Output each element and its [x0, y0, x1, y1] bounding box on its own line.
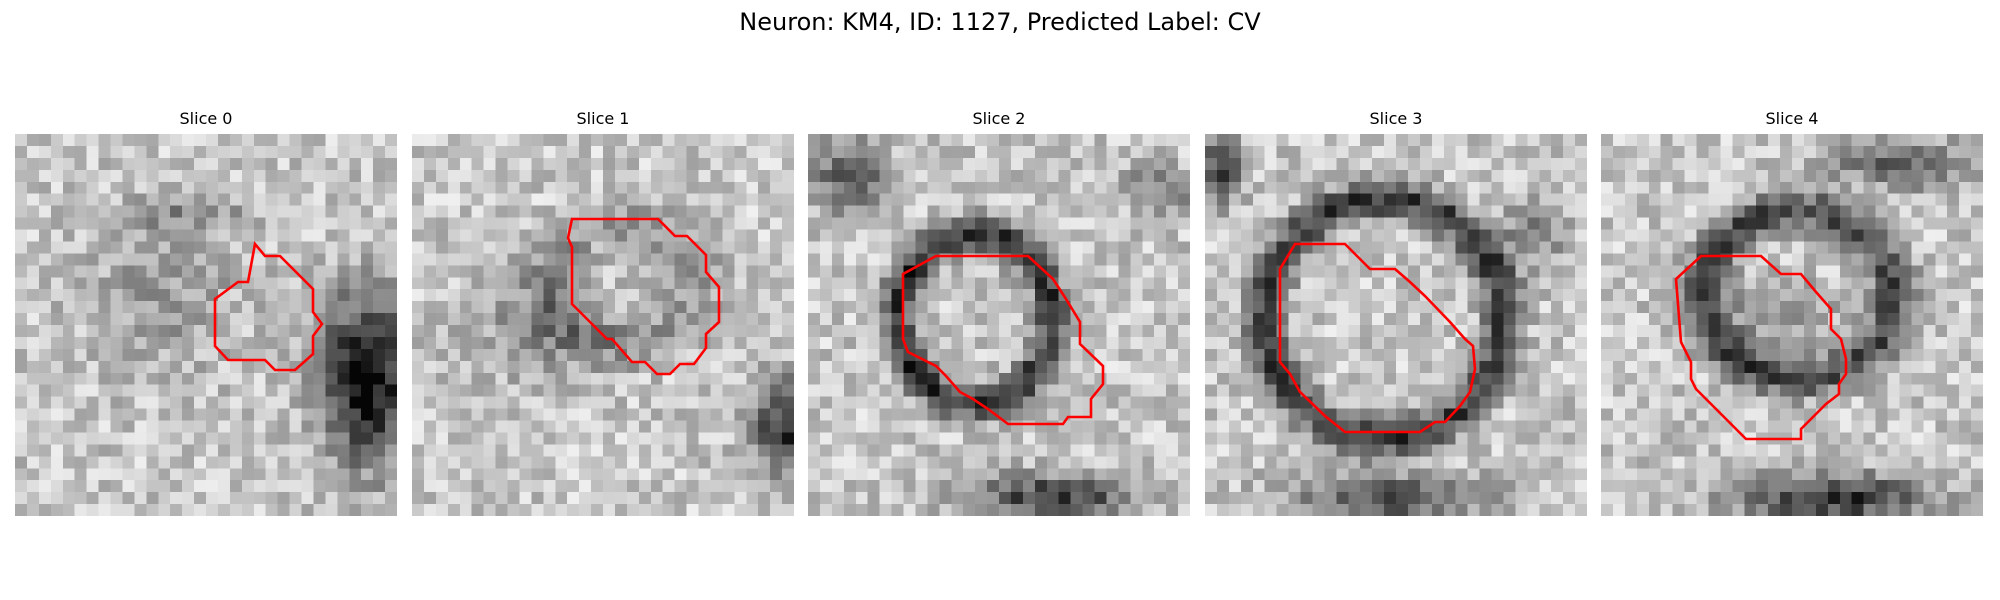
slice-image: [412, 134, 794, 516]
slice-title: Slice 2: [972, 109, 1026, 128]
slice-title: Slice 0: [179, 109, 233, 128]
segmentation-contour: [1674, 254, 1848, 441]
figure-title: Neuron: KM4, ID: 1127, Predicted Label: …: [739, 8, 1261, 36]
slice-title: Slice 4: [1765, 109, 1819, 128]
slice-title: Slice 3: [1369, 109, 1423, 128]
segmentation-contour: [1278, 242, 1477, 434]
slice-title: Slice 1: [576, 109, 630, 128]
slice-panel-1: Slice 1: [412, 108, 794, 520]
slice-panel-0: Slice 0: [15, 108, 397, 520]
slice-panel-2: Slice 2: [808, 108, 1190, 520]
segmentation-contour: [566, 217, 721, 376]
segmentation-contour: [213, 241, 324, 372]
slice-panel-4: Slice 4: [1601, 108, 1983, 520]
segmentation-contour: [901, 254, 1105, 426]
slice-panel-3: Slice 3: [1205, 108, 1587, 520]
slice-image: [15, 134, 397, 516]
slice-image: [1601, 134, 1983, 516]
slice-image: [1205, 134, 1587, 516]
slice-image: [808, 134, 1190, 516]
